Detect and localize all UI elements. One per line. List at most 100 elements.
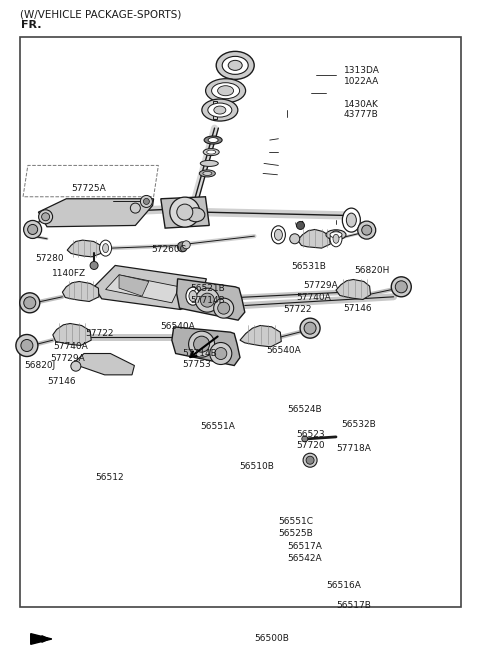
Ellipse shape <box>202 99 238 121</box>
Text: 56551A: 56551A <box>201 422 236 432</box>
Text: 56510B: 56510B <box>239 462 274 472</box>
Ellipse shape <box>203 149 219 155</box>
Circle shape <box>297 221 304 229</box>
Text: 1022AA: 1022AA <box>344 77 379 86</box>
Circle shape <box>302 436 308 442</box>
Ellipse shape <box>207 150 216 154</box>
Circle shape <box>170 197 200 227</box>
Circle shape <box>303 454 317 467</box>
Polygon shape <box>71 354 134 375</box>
Ellipse shape <box>205 79 246 103</box>
Ellipse shape <box>214 106 226 114</box>
Text: 57280: 57280 <box>36 254 64 263</box>
Text: 57740A: 57740A <box>53 342 87 352</box>
Ellipse shape <box>103 243 108 253</box>
Polygon shape <box>31 634 52 644</box>
Ellipse shape <box>187 208 205 221</box>
Polygon shape <box>62 281 99 301</box>
Ellipse shape <box>100 240 112 256</box>
Circle shape <box>306 456 314 464</box>
Polygon shape <box>94 265 206 309</box>
Circle shape <box>218 302 229 314</box>
Text: 56551C: 56551C <box>278 517 313 526</box>
Text: 57714B: 57714B <box>190 295 225 305</box>
Text: 56532B: 56532B <box>341 420 375 429</box>
Circle shape <box>395 281 407 293</box>
Ellipse shape <box>212 83 240 99</box>
Ellipse shape <box>330 231 342 247</box>
Polygon shape <box>38 199 154 227</box>
Ellipse shape <box>204 136 222 144</box>
Text: 56525B: 56525B <box>278 529 313 538</box>
Text: 56521B: 56521B <box>190 283 225 293</box>
Circle shape <box>391 277 411 297</box>
Polygon shape <box>298 229 330 248</box>
Text: 56516A: 56516A <box>326 581 361 590</box>
Polygon shape <box>177 279 245 320</box>
Ellipse shape <box>271 226 286 243</box>
Text: 43777B: 43777B <box>344 110 378 119</box>
Ellipse shape <box>275 229 282 240</box>
Text: 57722: 57722 <box>283 305 312 314</box>
Circle shape <box>71 362 81 371</box>
Circle shape <box>177 204 193 220</box>
Circle shape <box>24 221 42 238</box>
Polygon shape <box>172 327 240 366</box>
Text: 57260C: 57260C <box>152 245 187 254</box>
Text: 57729A: 57729A <box>303 281 338 290</box>
Polygon shape <box>53 323 91 346</box>
Text: 1430AK: 1430AK <box>344 99 379 109</box>
Ellipse shape <box>330 232 342 237</box>
Text: 56524B: 56524B <box>287 405 322 414</box>
Text: 57146: 57146 <box>344 303 372 313</box>
Circle shape <box>304 322 316 334</box>
Ellipse shape <box>203 171 212 175</box>
Ellipse shape <box>347 213 356 227</box>
Ellipse shape <box>186 287 200 305</box>
Text: 56540A: 56540A <box>266 346 300 356</box>
Text: 56531B: 56531B <box>291 262 326 271</box>
Circle shape <box>20 293 40 313</box>
Ellipse shape <box>200 161 218 166</box>
Ellipse shape <box>199 170 216 177</box>
Bar <box>20 37 461 607</box>
Text: 56820J: 56820J <box>24 361 55 370</box>
Circle shape <box>16 335 38 356</box>
Polygon shape <box>106 275 180 303</box>
Text: 57725A: 57725A <box>71 183 106 193</box>
Text: 1140FZ: 1140FZ <box>52 269 86 278</box>
Text: 57729A: 57729A <box>50 354 84 364</box>
Circle shape <box>178 242 187 251</box>
Ellipse shape <box>208 137 218 143</box>
Text: 57720: 57720 <box>297 441 325 450</box>
Circle shape <box>28 225 37 234</box>
Circle shape <box>42 213 49 221</box>
Circle shape <box>21 340 33 352</box>
Circle shape <box>214 298 234 318</box>
Circle shape <box>290 234 300 243</box>
Circle shape <box>210 343 232 364</box>
Ellipse shape <box>228 61 242 70</box>
Text: 57722: 57722 <box>85 329 114 338</box>
Circle shape <box>362 225 372 235</box>
Circle shape <box>24 297 36 309</box>
Text: 57740A: 57740A <box>297 293 331 302</box>
Ellipse shape <box>342 208 360 232</box>
Text: 56517B: 56517B <box>336 601 371 610</box>
Circle shape <box>215 348 227 360</box>
Text: 56540A: 56540A <box>160 322 195 331</box>
Text: 57146: 57146 <box>47 377 76 386</box>
Circle shape <box>358 221 376 239</box>
Circle shape <box>195 288 219 312</box>
Text: (W/VEHICLE PACKAGE-SPORTS): (W/VEHICLE PACKAGE-SPORTS) <box>20 10 181 19</box>
Ellipse shape <box>217 86 234 95</box>
Text: 56542A: 56542A <box>287 554 322 564</box>
Text: 56820H: 56820H <box>354 266 390 275</box>
Text: 56512: 56512 <box>95 473 124 482</box>
Polygon shape <box>67 240 101 257</box>
Text: 57714B: 57714B <box>182 349 217 358</box>
Polygon shape <box>240 325 281 347</box>
Circle shape <box>144 199 149 204</box>
Ellipse shape <box>326 230 346 239</box>
Polygon shape <box>119 275 149 296</box>
